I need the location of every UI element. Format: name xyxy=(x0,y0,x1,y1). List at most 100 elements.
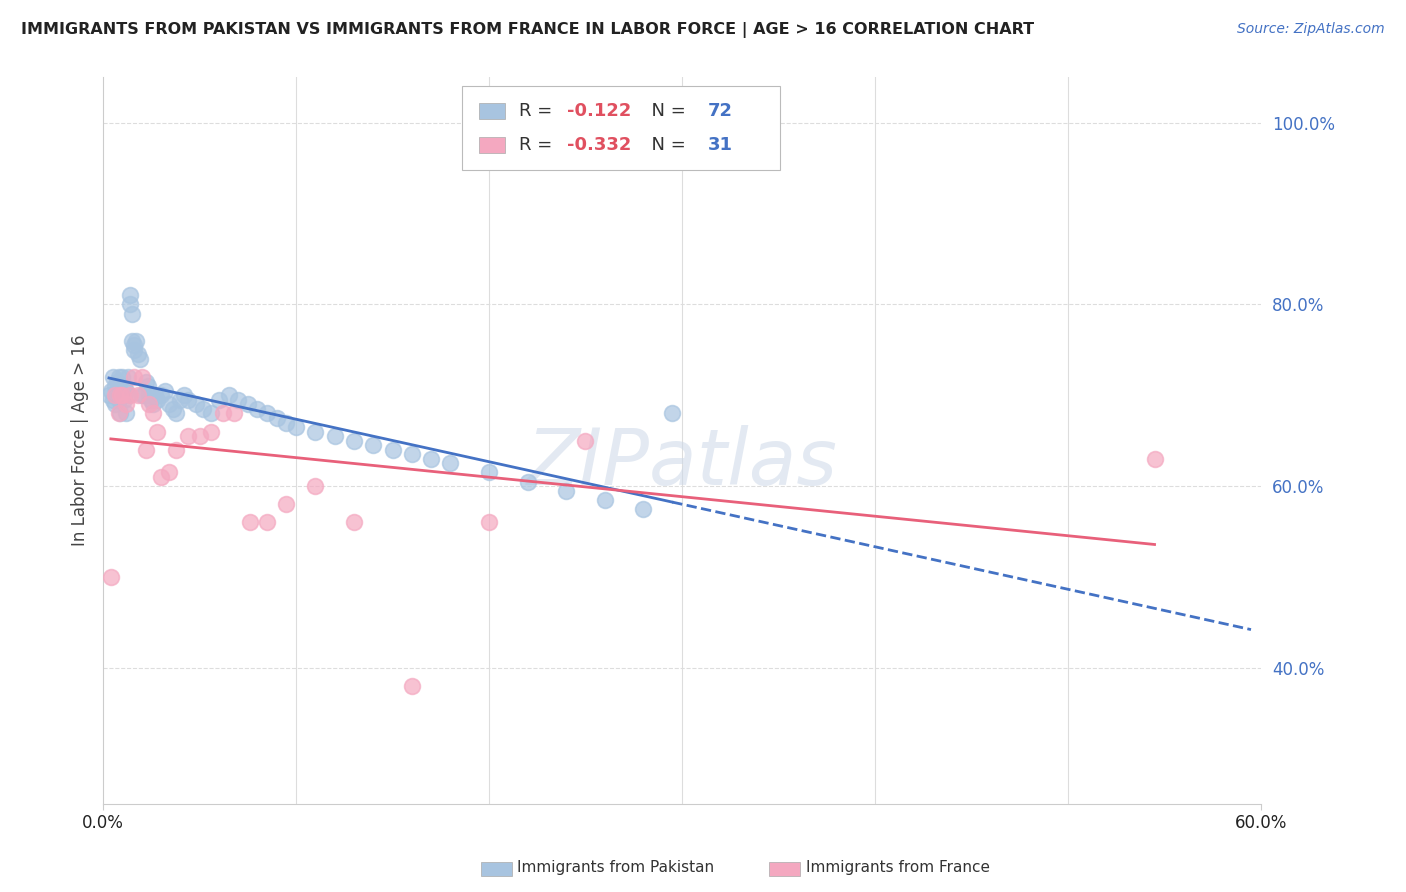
Point xyxy=(401,679,423,693)
Point xyxy=(153,384,176,398)
Point xyxy=(157,397,180,411)
Point xyxy=(574,434,596,448)
Point xyxy=(177,429,200,443)
Text: R =: R = xyxy=(519,136,558,153)
Point xyxy=(142,407,165,421)
Text: N =: N = xyxy=(640,136,692,153)
Point xyxy=(132,388,155,402)
Point xyxy=(343,516,366,530)
Point xyxy=(593,492,616,507)
Y-axis label: In Labor Force | Age > 16: In Labor Force | Age > 16 xyxy=(72,335,89,547)
Point xyxy=(200,425,222,439)
Point xyxy=(117,370,139,384)
Text: ZIPatlas: ZIPatlas xyxy=(526,425,838,500)
Point xyxy=(285,420,308,434)
Point xyxy=(343,434,366,448)
Point xyxy=(304,425,326,439)
Point xyxy=(276,497,298,511)
Point xyxy=(112,379,135,393)
Bar xyxy=(479,103,505,120)
Point xyxy=(200,407,222,421)
Point xyxy=(142,397,165,411)
Point xyxy=(218,388,240,402)
Point xyxy=(138,388,160,402)
Point xyxy=(101,370,124,384)
Point xyxy=(381,442,404,457)
Text: N =: N = xyxy=(640,103,692,120)
Point xyxy=(323,429,346,443)
Point xyxy=(224,407,246,421)
Point xyxy=(97,388,120,402)
Point xyxy=(420,451,443,466)
Point xyxy=(226,392,249,407)
Text: -0.122: -0.122 xyxy=(567,103,631,120)
Point xyxy=(146,425,169,439)
Point xyxy=(169,392,191,407)
Point xyxy=(239,516,262,530)
Point xyxy=(117,388,139,402)
Point xyxy=(104,388,127,402)
Point xyxy=(107,407,129,421)
Point xyxy=(165,442,187,457)
Text: 31: 31 xyxy=(707,136,733,153)
Point xyxy=(188,429,211,443)
Point xyxy=(256,407,278,421)
Text: -0.332: -0.332 xyxy=(567,136,631,153)
Point xyxy=(120,288,142,302)
Point xyxy=(1143,451,1166,466)
Point xyxy=(115,384,138,398)
Point xyxy=(256,516,278,530)
Point xyxy=(120,388,142,402)
Point xyxy=(110,388,132,402)
Point xyxy=(105,375,128,389)
Point xyxy=(246,401,269,416)
Point xyxy=(115,397,138,411)
Point xyxy=(143,388,166,402)
Point xyxy=(478,516,501,530)
Point xyxy=(111,370,134,384)
Point xyxy=(135,442,157,457)
Point xyxy=(104,379,127,393)
Point xyxy=(136,379,159,393)
Point xyxy=(633,501,655,516)
Point xyxy=(128,351,150,366)
Point xyxy=(157,466,180,480)
Point xyxy=(135,375,157,389)
Point xyxy=(401,447,423,461)
Point xyxy=(208,392,231,407)
Point xyxy=(112,392,135,407)
Point xyxy=(127,388,149,402)
Text: IMMIGRANTS FROM PAKISTAN VS IMMIGRANTS FROM FRANCE IN LABOR FORCE | AGE > 16 COR: IMMIGRANTS FROM PAKISTAN VS IMMIGRANTS F… xyxy=(21,22,1035,38)
Text: Source: ZipAtlas.com: Source: ZipAtlas.com xyxy=(1237,22,1385,37)
Point xyxy=(111,388,134,402)
Point xyxy=(122,370,145,384)
Point xyxy=(107,370,129,384)
Point xyxy=(165,407,187,421)
Point xyxy=(111,388,134,402)
Point xyxy=(101,392,124,407)
Point xyxy=(150,470,173,484)
Point xyxy=(131,370,153,384)
Point xyxy=(162,401,184,416)
Point xyxy=(110,407,132,421)
Text: R =: R = xyxy=(519,103,558,120)
Point xyxy=(121,334,143,348)
Point xyxy=(555,483,578,498)
Bar xyxy=(479,136,505,153)
Point xyxy=(211,407,233,421)
Point xyxy=(661,407,683,421)
Point xyxy=(184,397,207,411)
Point xyxy=(236,397,259,411)
Text: Immigrants from Pakistan: Immigrants from Pakistan xyxy=(517,860,714,874)
Point xyxy=(146,392,169,407)
FancyBboxPatch shape xyxy=(463,87,780,169)
Point xyxy=(104,397,127,411)
Point xyxy=(361,438,384,452)
Point xyxy=(105,388,128,402)
Point xyxy=(516,475,538,489)
Point xyxy=(127,347,149,361)
Point xyxy=(131,388,153,402)
Point xyxy=(439,457,461,471)
Point xyxy=(110,384,132,398)
Point xyxy=(125,334,148,348)
